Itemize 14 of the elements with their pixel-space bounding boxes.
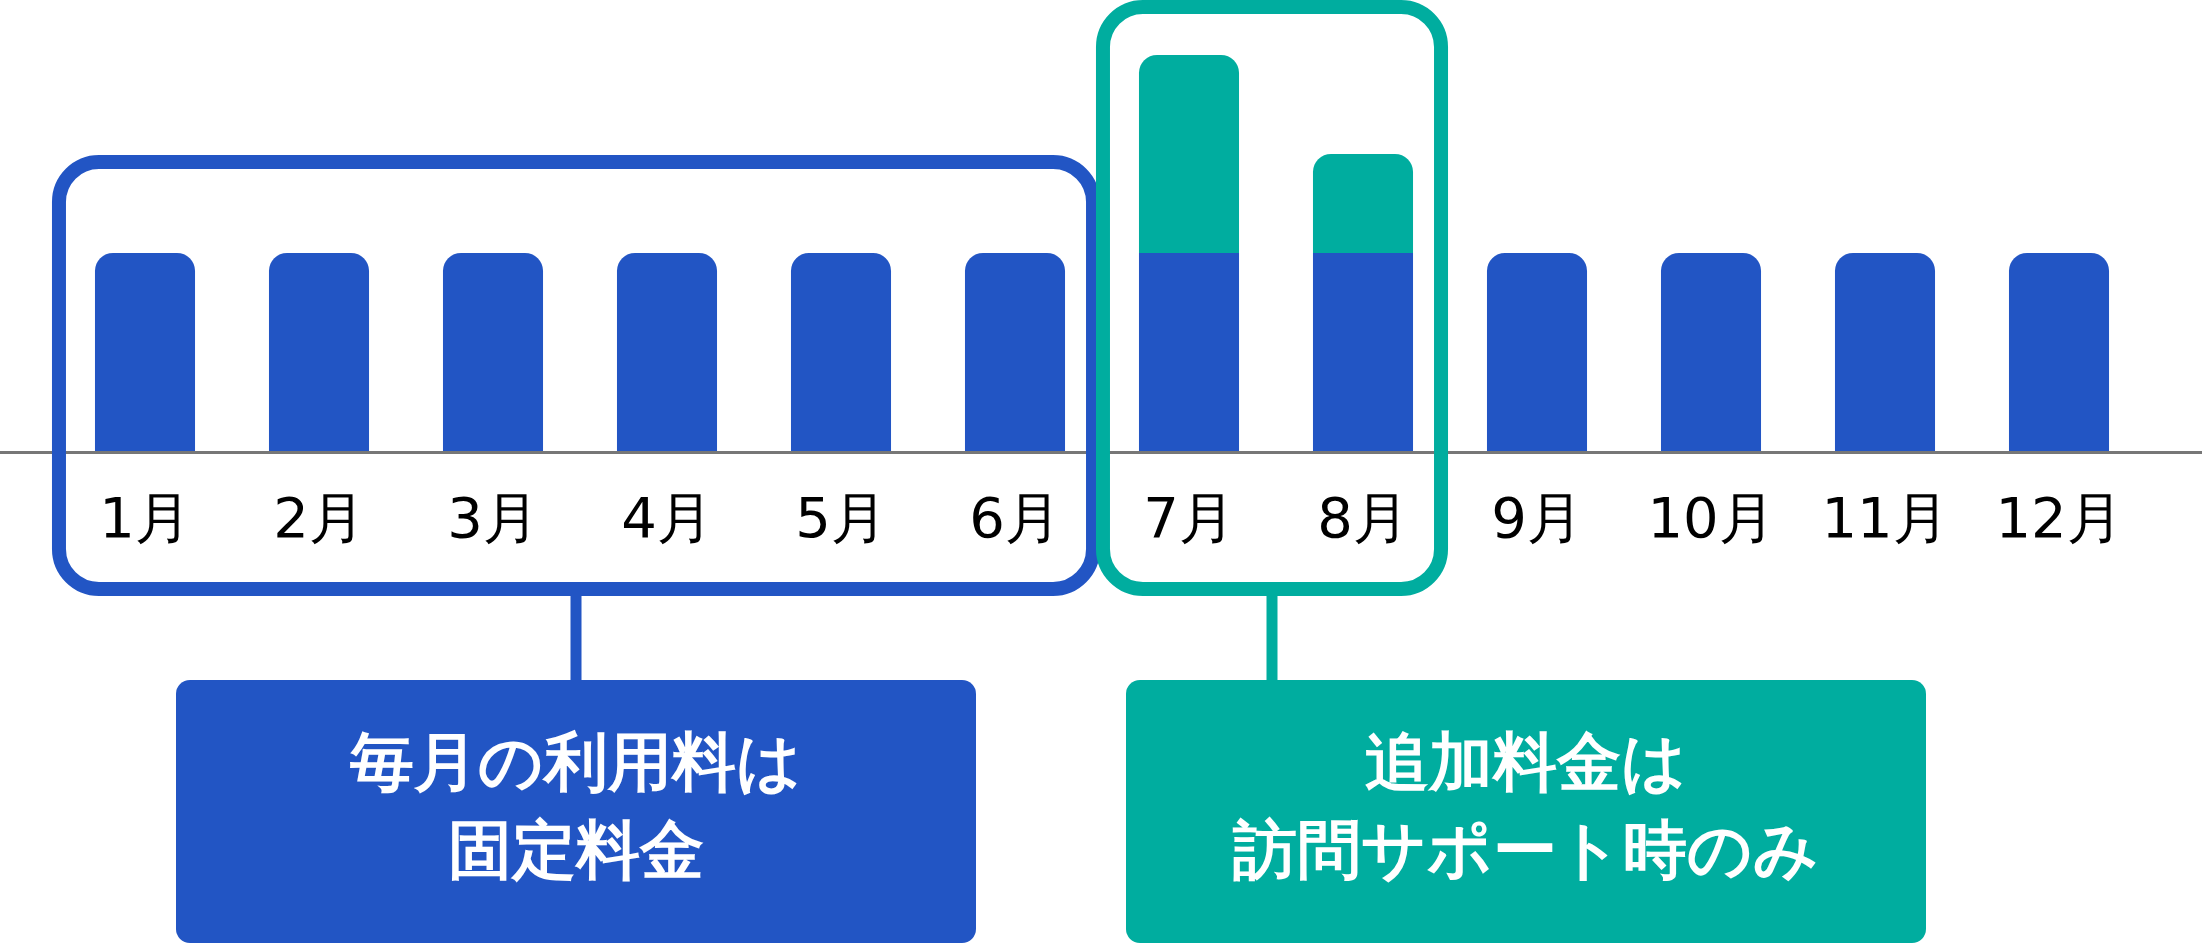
text: 毎月の利用料は固定料金	[349, 725, 802, 888]
x-tick-label: 4月	[621, 485, 713, 551]
x-tick-label: 3月	[447, 485, 539, 551]
x-tick-label: 9月	[1491, 485, 1583, 551]
x-tick-label: 5月	[795, 485, 887, 551]
x-tick-label: 7月	[1143, 485, 1235, 551]
x-tick-label: 2月	[273, 485, 365, 551]
x-tick-label: 6月	[969, 485, 1061, 551]
x-tick-label: 10月	[1647, 485, 1775, 551]
x-tick-label: 12月	[1995, 485, 2123, 551]
x-tick-label: 8月	[1317, 485, 1409, 551]
x-tick-label: 1月	[99, 485, 191, 551]
x-tick-label: 11月	[1821, 485, 1949, 551]
text: 追加料金は訪問サポート時のみ	[1232, 725, 1819, 888]
